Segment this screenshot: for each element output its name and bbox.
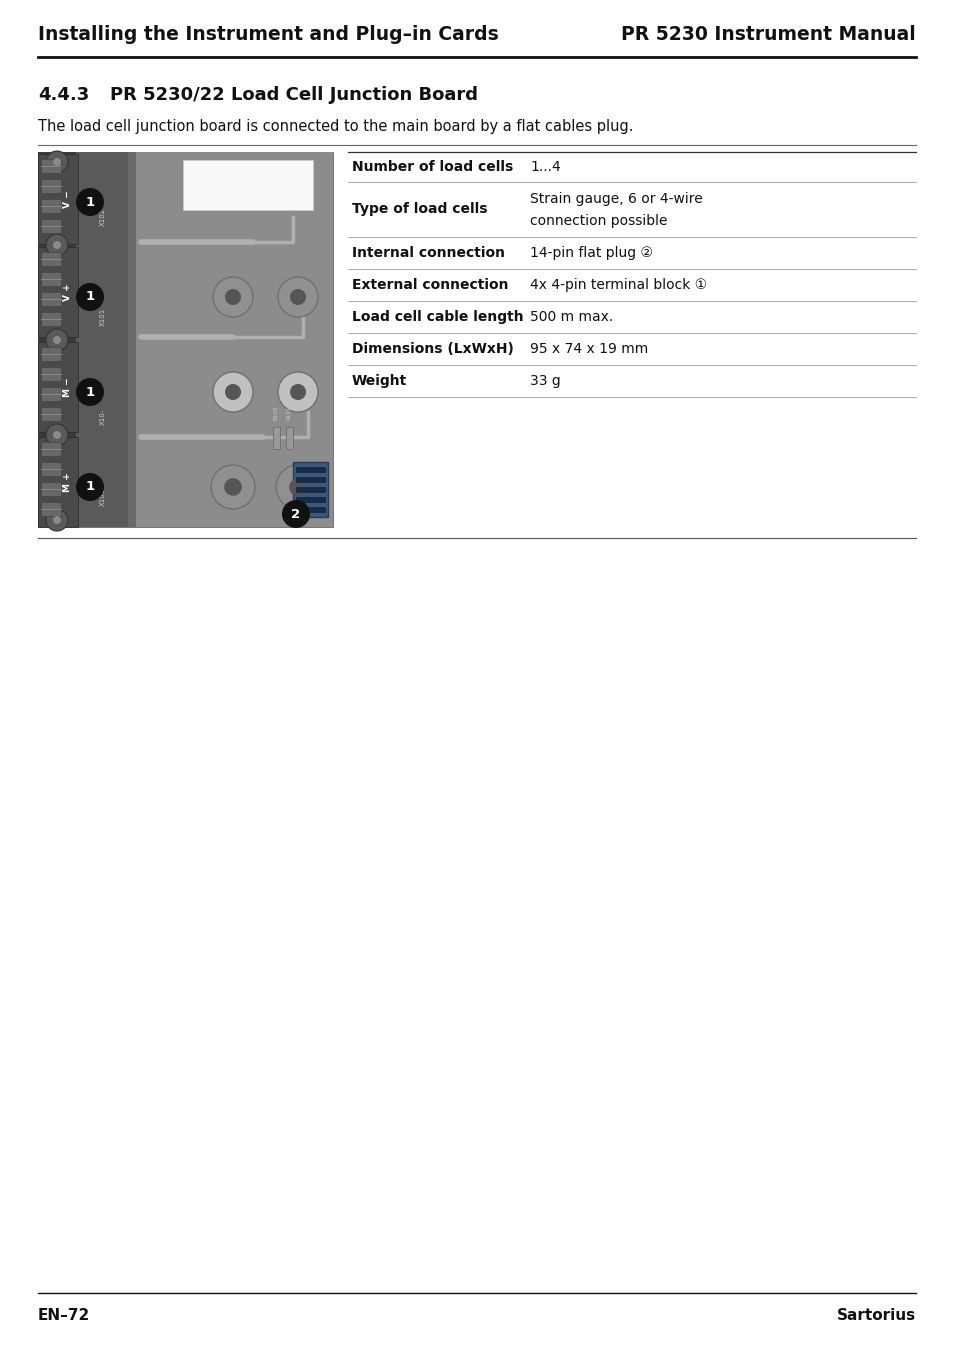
Circle shape: [225, 289, 241, 305]
Text: 1: 1: [86, 386, 94, 398]
Text: 1...4: 1...4: [530, 161, 560, 174]
Text: PR 5230 Instrument Manual: PR 5230 Instrument Manual: [620, 26, 915, 45]
Text: 500 m max.: 500 m max.: [530, 310, 613, 324]
Text: 14-pin flat plug ②: 14-pin flat plug ②: [530, 246, 652, 261]
Bar: [41, 180, 61, 193]
Text: Internal connection: Internal connection: [352, 246, 504, 261]
Bar: [41, 406, 61, 421]
Bar: [295, 497, 326, 504]
Circle shape: [76, 472, 104, 501]
Bar: [273, 427, 280, 450]
Bar: [41, 482, 61, 495]
Text: 1: 1: [86, 481, 94, 494]
Circle shape: [46, 234, 68, 256]
Text: M −: M −: [64, 377, 72, 397]
Circle shape: [53, 158, 61, 166]
Circle shape: [277, 277, 317, 317]
Circle shape: [275, 464, 319, 509]
Text: 1: 1: [86, 290, 94, 304]
Circle shape: [290, 383, 306, 400]
Bar: [41, 219, 61, 234]
Circle shape: [46, 424, 68, 446]
Text: X103: X103: [100, 487, 106, 506]
Text: M +: M +: [64, 472, 72, 491]
Text: R100: R100: [274, 406, 278, 420]
Bar: [295, 477, 326, 483]
Text: V −: V −: [64, 190, 72, 208]
Text: Dimensions (LxWxH): Dimensions (LxWxH): [352, 342, 514, 356]
Text: 33 g: 33 g: [530, 374, 560, 387]
Text: PR 5230/22 Load Cell Junction Board: PR 5230/22 Load Cell Junction Board: [110, 86, 477, 104]
Circle shape: [76, 378, 104, 406]
Bar: [38, 437, 78, 526]
Circle shape: [53, 242, 61, 248]
Text: 4x 4-pin terminal block ①: 4x 4-pin terminal block ①: [530, 278, 706, 292]
Bar: [41, 271, 61, 286]
Circle shape: [211, 464, 254, 509]
Text: R101: R101: [287, 406, 292, 420]
Circle shape: [46, 151, 68, 173]
Bar: [41, 198, 61, 213]
Bar: [41, 312, 61, 325]
Bar: [295, 467, 326, 472]
Bar: [76, 153, 132, 526]
Bar: [38, 247, 78, 338]
Text: V +: V +: [64, 284, 72, 301]
Text: EN–72: EN–72: [38, 1308, 91, 1323]
Circle shape: [277, 373, 317, 412]
Circle shape: [213, 277, 253, 317]
Text: Installing the Instrument and Plug–in Cards: Installing the Instrument and Plug–in Ca…: [38, 26, 498, 45]
Circle shape: [53, 431, 61, 439]
Text: X101: X101: [100, 308, 106, 327]
Text: 95 x 74 x 19 mm: 95 x 74 x 19 mm: [530, 342, 648, 356]
Text: 2: 2: [291, 508, 300, 521]
Text: Number of load cells: Number of load cells: [352, 161, 513, 174]
Circle shape: [213, 373, 253, 412]
Circle shape: [289, 478, 307, 495]
Bar: [41, 441, 61, 456]
Circle shape: [290, 289, 306, 305]
Bar: [41, 292, 61, 306]
Circle shape: [46, 509, 68, 531]
Bar: [295, 508, 326, 513]
Circle shape: [224, 478, 241, 495]
Circle shape: [225, 383, 241, 400]
Bar: [286, 427, 293, 450]
Text: 4.4.3: 4.4.3: [38, 86, 90, 104]
Bar: [132, 153, 333, 526]
Circle shape: [76, 284, 104, 310]
Bar: [41, 159, 61, 173]
Text: Sartorius: Sartorius: [836, 1308, 915, 1323]
Bar: [38, 342, 78, 432]
Circle shape: [46, 329, 68, 351]
Text: X102: X102: [100, 208, 106, 225]
Circle shape: [282, 500, 310, 528]
Bar: [41, 347, 61, 360]
Circle shape: [53, 516, 61, 524]
Bar: [183, 161, 313, 211]
Bar: [41, 387, 61, 401]
Bar: [41, 252, 61, 266]
Bar: [38, 154, 78, 244]
Bar: [128, 153, 136, 526]
Text: connection possible: connection possible: [530, 213, 667, 228]
Text: X10-: X10-: [100, 409, 106, 425]
Bar: [38, 153, 76, 526]
Bar: [295, 487, 326, 493]
Bar: [293, 462, 328, 517]
Text: Load cell cable length: Load cell cable length: [352, 310, 523, 324]
Circle shape: [53, 336, 61, 344]
Text: 1: 1: [86, 196, 94, 208]
Bar: [41, 462, 61, 477]
Bar: [41, 502, 61, 516]
Text: Strain gauge, 6 or 4-wire: Strain gauge, 6 or 4-wire: [530, 192, 702, 205]
Bar: [38, 153, 333, 526]
Text: Type of load cells: Type of load cells: [352, 202, 487, 216]
Text: The load cell junction board is connected to the main board by a flat cables plu: The load cell junction board is connecte…: [38, 120, 633, 135]
Bar: [41, 367, 61, 381]
Text: Weight: Weight: [352, 374, 407, 387]
Text: External connection: External connection: [352, 278, 508, 292]
Circle shape: [76, 188, 104, 216]
